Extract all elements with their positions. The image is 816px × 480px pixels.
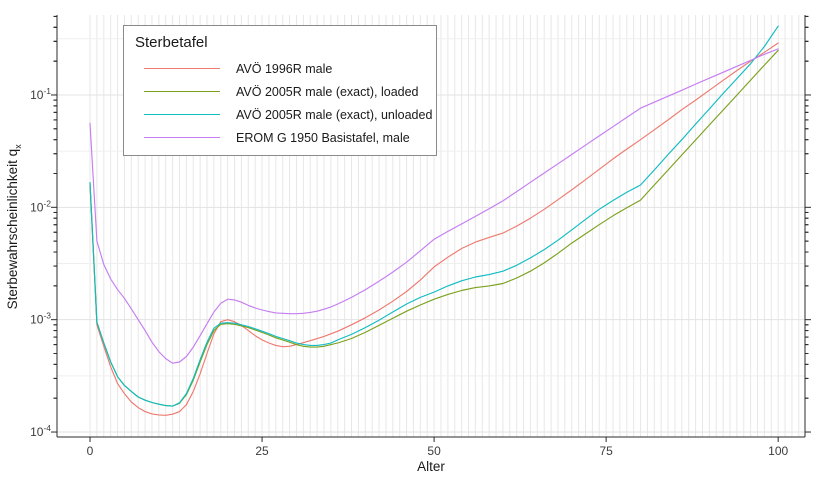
line-swatch-icon	[144, 67, 220, 70]
line-swatch-icon	[144, 136, 220, 139]
legend-item-label: AVÖ 1996R male	[236, 61, 333, 76]
line-swatch-icon	[144, 90, 220, 93]
legend: Sterbetafel AVÖ 1996R male AVÖ 2005R mal…	[123, 25, 437, 156]
axes	[51, 15, 811, 442]
y-tick-label: 10-2	[30, 198, 51, 214]
y-axis-label-text: Sterbewahrscheinlichkeit q	[5, 148, 21, 310]
legend-item-avo-2005r-unloaded: AVÖ 2005R male (exact), unloaded	[135, 103, 436, 126]
legend-item-avo-1996r: AVÖ 1996R male	[135, 57, 436, 80]
legend-item-label: EROM G 1950 Basistafel, male	[236, 130, 410, 145]
tick-labels: 0 25 50 75 100 10-1 10-2 10-3 10-4	[30, 86, 788, 458]
series-line-0	[89, 42, 779, 416]
x-tick-label: 25	[255, 444, 269, 458]
y-tick-label: 10-1	[30, 86, 51, 102]
legend-item-label: AVÖ 2005R male (exact), loaded	[236, 84, 419, 99]
legend-item-label: AVÖ 2005R male (exact), unloaded	[236, 107, 433, 122]
series-line-2	[89, 25, 779, 407]
x-tick-label: 50	[427, 444, 441, 458]
y-axis-label-subscript: x	[12, 144, 23, 149]
legend-item-avo-2005r-loaded: AVÖ 2005R male (exact), loaded	[135, 80, 436, 103]
x-tick-label: 75	[599, 444, 613, 458]
x-axis-label: Alter	[417, 459, 445, 474]
y-axis-label: Sterbewahrscheinlichkeit qx	[5, 67, 23, 387]
x-tick-label: 0	[87, 444, 94, 458]
series-lines	[89, 25, 779, 416]
legend-item-erom-g-1950: EROM G 1950 Basistafel, male	[135, 126, 436, 149]
x-tick-label: 100	[768, 444, 788, 458]
line-swatch-icon	[144, 113, 220, 116]
legend-title: Sterbetafel	[135, 34, 208, 51]
y-tick-label: 10-4	[30, 423, 51, 439]
series-line-3	[89, 48, 779, 364]
y-tick-label: 10-3	[30, 311, 51, 327]
